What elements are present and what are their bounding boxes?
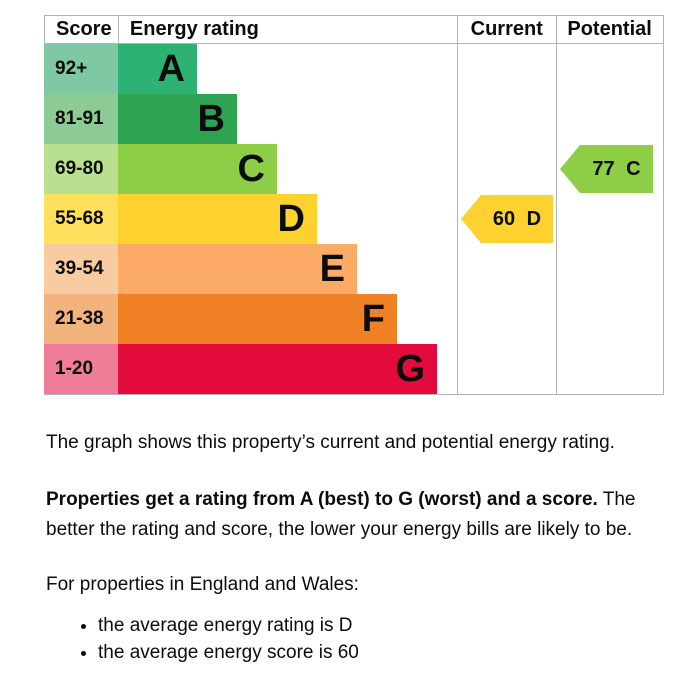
potential-arrow: 77 C <box>560 145 653 193</box>
band-row-b: 81-91 B <box>44 94 663 144</box>
score-cell: 21-38 <box>44 294 118 344</box>
score-cell: 55-68 <box>44 194 118 244</box>
band-row-c: 69-80 C <box>44 144 663 194</box>
score-cell: 1-20 <box>44 344 118 394</box>
band-bar: C <box>118 144 277 194</box>
score-cell: 39-54 <box>44 244 118 294</box>
epc-rating-chart: Score Energy rating Current Potential 92… <box>44 15 664 395</box>
column-divider-potential <box>556 16 557 394</box>
band-bar: F <box>118 294 397 344</box>
band-bar: B <box>118 94 237 144</box>
band-bar: G <box>118 344 437 394</box>
band-bar: D <box>118 194 317 244</box>
header-potential: Potential <box>567 18 652 40</box>
chart-header-row: Score Energy rating Current Potential <box>44 16 663 44</box>
rating-explainer-bold: Properties get a rating from A (best) to… <box>46 489 598 510</box>
potential-arrow-label: 77 C <box>592 158 641 180</box>
band-row-g: 1-20 G <box>44 344 663 394</box>
rating-explainer-rest: The better the rating and score, the low… <box>46 489 636 540</box>
header-current: Current <box>470 18 543 40</box>
score-cell: 81-91 <box>44 94 118 144</box>
band-bar: E <box>118 244 357 294</box>
average-rating-item: the average energy rating is D <box>98 612 660 639</box>
average-score-item: the average energy score is 60 <box>98 639 660 666</box>
band-bar: A <box>118 44 197 94</box>
description-text: The graph shows this property’s current … <box>46 428 660 666</box>
rating-explainer-paragraph: Properties get a rating from A (best) to… <box>46 485 660 545</box>
header-score: Score <box>45 16 119 43</box>
current-arrow: 60 D <box>461 195 553 243</box>
score-cell: 92+ <box>44 44 118 94</box>
averages-list: the average energy rating is D the avera… <box>46 612 660 666</box>
column-divider-current <box>457 16 458 394</box>
band-row-d: 55-68 D <box>44 194 663 244</box>
band-row-f: 21-38 F <box>44 294 663 344</box>
current-arrow-label: 60 D <box>492 208 542 230</box>
band-row-e: 39-54 E <box>44 244 663 294</box>
score-cell: 69-80 <box>44 144 118 194</box>
regions-paragraph: For properties in England and Wales: <box>46 574 359 595</box>
band-row-a: 92+ A <box>44 44 663 94</box>
graph-intro-paragraph: The graph shows this property’s current … <box>46 432 615 453</box>
header-energy-rating: Energy rating <box>129 18 259 40</box>
